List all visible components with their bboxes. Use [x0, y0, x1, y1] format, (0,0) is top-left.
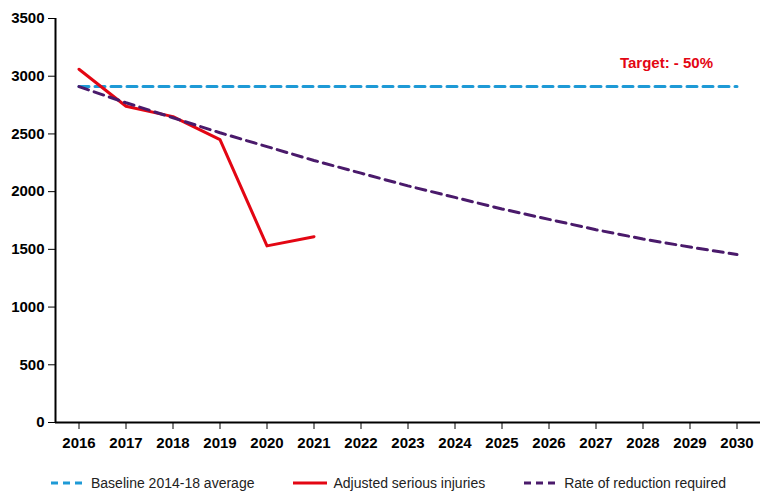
svg-text:2023: 2023 [391, 434, 424, 451]
svg-text:500: 500 [19, 356, 44, 373]
svg-text:2021: 2021 [297, 434, 330, 451]
svg-text:2026: 2026 [532, 434, 565, 451]
svg-text:Target: - 50%: Target: - 50% [620, 54, 713, 71]
svg-text:2018: 2018 [156, 434, 189, 451]
svg-text:2022: 2022 [344, 434, 377, 451]
svg-text:3000: 3000 [11, 67, 44, 84]
html-text:Adjusted serious injuries: Adjusted serious injuries [333, 474, 486, 491]
svg-text:2020: 2020 [250, 434, 283, 451]
html-text:Rate of reduction required: Rate of reduction required [564, 474, 727, 491]
svg-text:2028: 2028 [626, 434, 659, 451]
svg-text:2016: 2016 [62, 434, 95, 451]
svg-text:3500: 3500 [11, 9, 44, 26]
svg-text:2024: 2024 [438, 434, 472, 451]
svg-text:1000: 1000 [11, 298, 44, 315]
svg-text:2025: 2025 [485, 434, 518, 451]
svg-text:2027: 2027 [579, 434, 612, 451]
svg-text:2017: 2017 [109, 434, 142, 451]
svg-text:2019: 2019 [203, 434, 236, 451]
svg-text:2500: 2500 [11, 125, 44, 142]
svg-text:1500: 1500 [11, 240, 44, 257]
svg-text:2029: 2029 [673, 434, 706, 451]
svg-text:0: 0 [36, 413, 44, 430]
svg-text:2000: 2000 [11, 182, 44, 199]
svg-text:2030: 2030 [720, 434, 753, 451]
html-text:Baseline 2014-18 average: Baseline 2014-18 average [91, 474, 255, 491]
